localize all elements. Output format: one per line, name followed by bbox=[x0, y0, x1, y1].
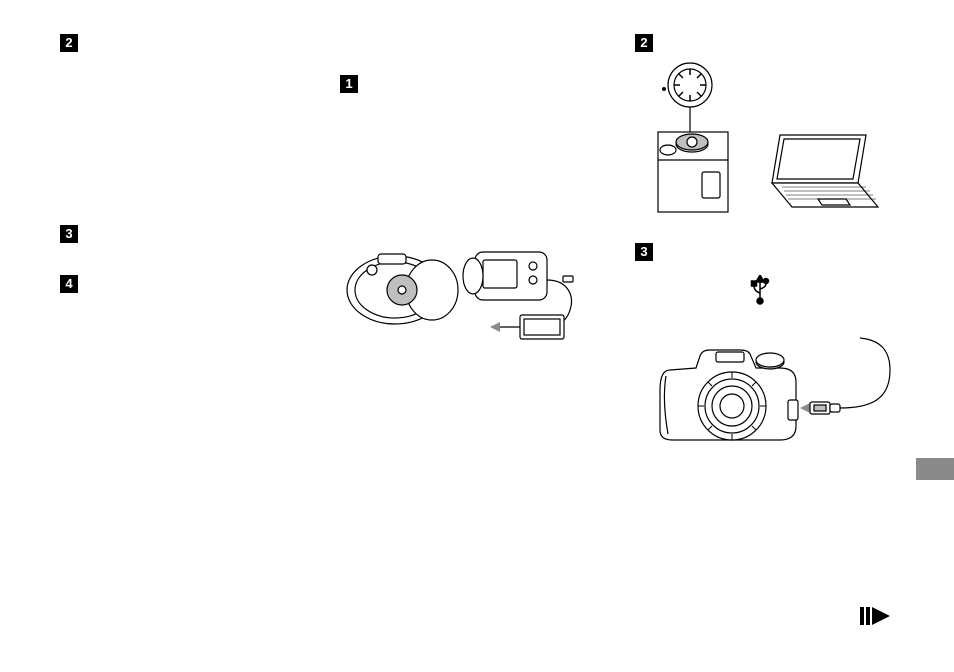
illus-camera-usb-cable bbox=[650, 330, 900, 460]
illus-camera-insert-disc bbox=[340, 230, 600, 350]
step-marker-right-3: 3 bbox=[635, 243, 653, 261]
manual-page: 2 3 4 1 2 3 bbox=[0, 0, 954, 672]
step-marker-left-3: 3 bbox=[60, 225, 78, 243]
step-marker-right-2: 2 bbox=[635, 34, 653, 52]
usb-icon bbox=[750, 275, 770, 310]
step-marker-center-1: 1 bbox=[340, 75, 358, 93]
page-continue-icon bbox=[860, 605, 894, 632]
illus-mode-dial-and-laptop bbox=[650, 60, 890, 225]
side-tab bbox=[916, 458, 954, 480]
step-marker-left-4: 4 bbox=[60, 275, 78, 293]
step-marker-left-2: 2 bbox=[60, 34, 78, 52]
